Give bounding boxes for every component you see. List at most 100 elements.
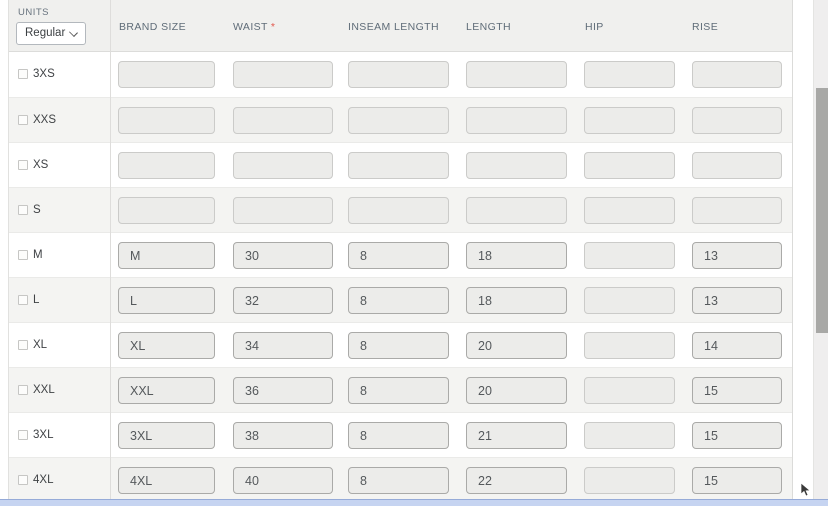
rise-input[interactable] [692,242,782,269]
inseam_length-input[interactable] [348,422,449,449]
length-input[interactable] [466,332,567,359]
table-row-s: S [9,187,792,232]
rise-input[interactable] [692,197,782,224]
waist-input[interactable] [233,467,333,494]
rise-input[interactable] [692,377,782,404]
size-row-checkbox[interactable] [18,160,28,170]
waist-input[interactable] [233,242,333,269]
inseam_length-input[interactable] [348,377,449,404]
hip-input[interactable] [584,152,675,179]
length-input[interactable] [466,467,567,494]
brand_size-input[interactable] [118,242,215,269]
table-row-xs: XS [9,142,792,187]
rise-input[interactable] [692,332,782,359]
hip-input[interactable] [584,287,675,314]
brand_size-input[interactable] [118,61,215,88]
brand_size-input[interactable] [118,467,215,494]
length-input[interactable] [466,377,567,404]
inseam_length-input[interactable] [348,61,449,88]
size-label: XS [33,159,49,171]
brand_size-input[interactable] [118,152,215,179]
length-input[interactable] [466,107,567,134]
size-row-checkbox[interactable] [18,295,28,305]
inseam_length-input[interactable] [348,242,449,269]
brand_size-input[interactable] [118,287,215,314]
hip-input[interactable] [584,332,675,359]
brand_size-input[interactable] [118,107,215,134]
hip-input[interactable] [584,422,675,449]
waist-input[interactable] [233,152,333,179]
horizontal-scrollbar[interactable] [0,499,828,506]
size-row-checkbox[interactable] [18,475,28,485]
size-chart-table: UNITS Regular BRAND SIZE WAIST * INSEAM LEN… [8,0,793,499]
size-label: 3XL [33,429,54,441]
hip-input[interactable] [584,377,675,404]
hip-input[interactable] [584,242,675,269]
rise-input[interactable] [692,61,782,88]
table-row-4xl: 4XL [9,457,792,499]
waist-input[interactable] [233,197,333,224]
inseam_length-input[interactable] [348,107,449,134]
waist-input[interactable] [233,377,333,404]
size-row-checkbox[interactable] [18,340,28,350]
size-label: XL [33,339,48,351]
column-header-inseam_length: INSEAM LENGTH [348,21,439,33]
brand_size-input[interactable] [118,422,215,449]
size-label: L [33,294,40,306]
column-divider [110,0,111,499]
brand_size-input[interactable] [118,377,215,404]
length-input[interactable] [466,422,567,449]
rise-input[interactable] [692,422,782,449]
inseam_length-input[interactable] [348,287,449,314]
size-row-checkbox[interactable] [18,115,28,125]
size-row-checkbox[interactable] [18,69,28,79]
table-rows: 3XS XXS XS S M L XL XXL 3XL 4XL [9,52,792,499]
column-header-rise: RISE [692,21,718,33]
size-row-checkbox[interactable] [18,205,28,215]
brand_size-input[interactable] [118,197,215,224]
hip-input[interactable] [584,197,675,224]
waist-input[interactable] [233,107,333,134]
units-dropdown[interactable]: Regular [16,22,86,45]
size-row-checkbox[interactable] [18,250,28,260]
size-row-checkbox[interactable] [18,430,28,440]
brand_size-input[interactable] [118,332,215,359]
waist-input[interactable] [233,287,333,314]
inseam_length-input[interactable] [348,467,449,494]
column-header-label: WAIST [233,21,268,33]
length-input[interactable] [466,197,567,224]
size-label: S [33,204,41,216]
length-input[interactable] [466,152,567,179]
table-row-3xs: 3XS [9,52,792,97]
table-row-xl: XL [9,322,792,367]
table-row-3xl: 3XL [9,412,792,457]
column-header-length: LENGTH [466,21,511,33]
waist-input[interactable] [233,61,333,88]
size-label: M [33,249,43,261]
waist-input[interactable] [233,332,333,359]
inseam_length-input[interactable] [348,152,449,179]
units-dropdown-value: Regular [25,27,66,39]
inseam_length-input[interactable] [348,197,449,224]
vertical-scrollbar-thumb[interactable] [816,88,828,333]
table-row-xxs: XXS [9,97,792,142]
size-label: 4XL [33,474,54,486]
vertical-scrollbar-track[interactable] [813,0,828,506]
length-input[interactable] [466,287,567,314]
inseam_length-input[interactable] [348,332,449,359]
length-input[interactable] [466,61,567,88]
rise-input[interactable] [692,287,782,314]
rise-input[interactable] [692,467,782,494]
length-input[interactable] [466,242,567,269]
size-row-checkbox[interactable] [18,385,28,395]
hip-input[interactable] [584,467,675,494]
hip-input[interactable] [584,61,675,88]
required-asterisk: * [270,21,276,33]
hip-input[interactable] [584,107,675,134]
units-label: UNITS [18,7,49,18]
rise-input[interactable] [692,107,782,134]
waist-input[interactable] [233,422,333,449]
column-header-label: INSEAM LENGTH [348,21,439,33]
rise-input[interactable] [692,152,782,179]
